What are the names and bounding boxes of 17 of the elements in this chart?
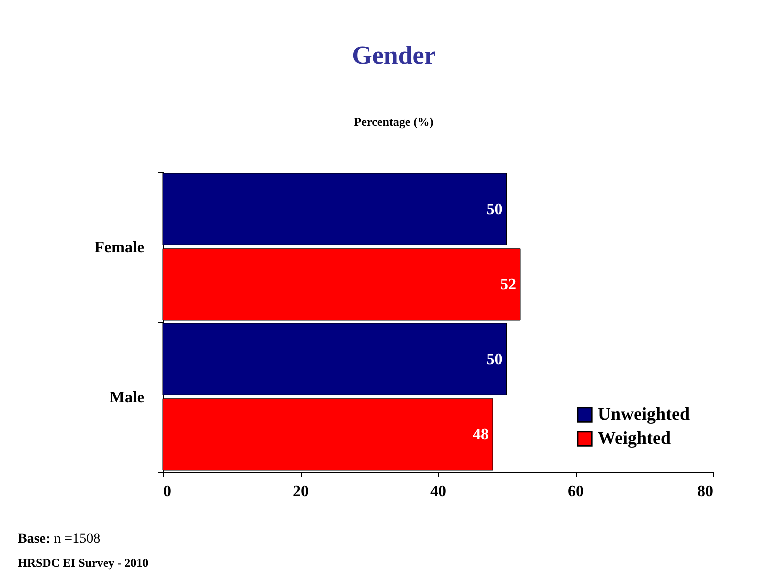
text: HRSDC EI Survey - 2010 [18,556,149,571]
text: Base: n =1508 [18,532,102,548]
legend-label: Unweighted [598,404,690,424]
y-tick-label: Female [94,240,144,256]
data-label: 52 [500,276,516,294]
chart-title: Gender [352,41,436,70]
data-label: 50 [486,201,503,218]
data-label: 48 [473,426,489,444]
x-tick-label: 0 [164,484,172,500]
y-tick-label: Male [110,390,144,406]
x-axis-title: Percentage (%) [354,115,434,129]
legend-label: Weighted [598,428,672,448]
x-tick-label: 20 [293,484,309,500]
x-tick-label: 80 [698,484,714,500]
data-label: 50 [486,351,503,368]
x-tick-label: 40 [430,484,446,500]
x-tick-label: 60 [568,484,584,500]
